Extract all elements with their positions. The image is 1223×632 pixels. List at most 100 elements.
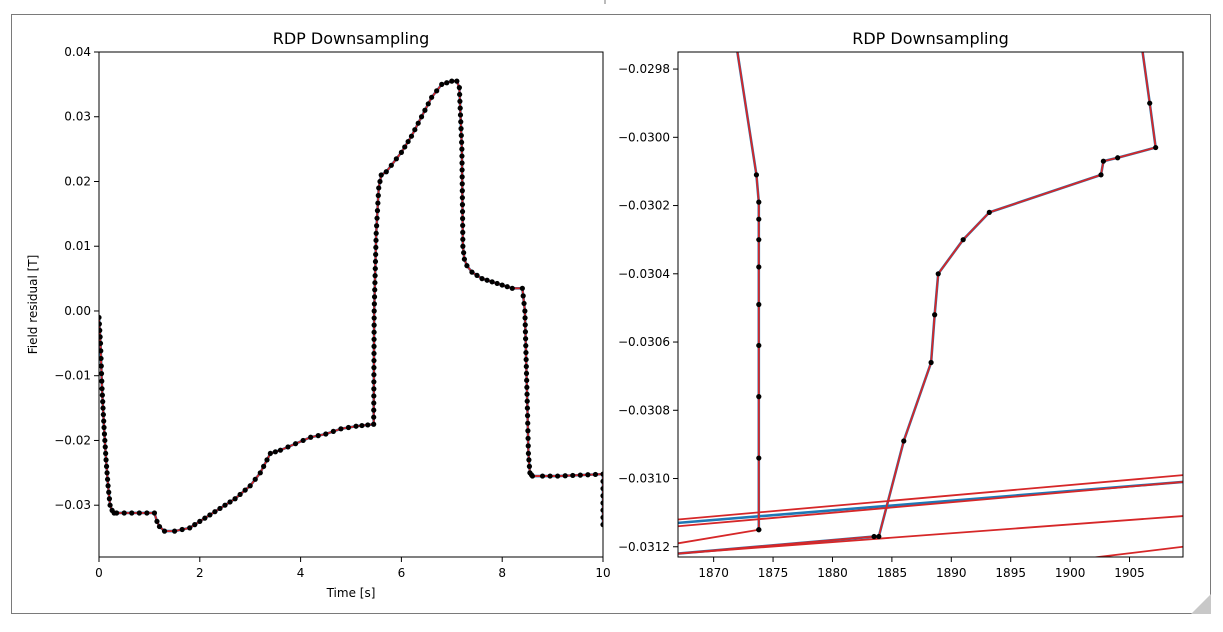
data-point-marker — [525, 428, 531, 434]
data-point-marker — [489, 279, 495, 285]
data-point-marker — [227, 499, 233, 505]
data-point-marker — [377, 178, 383, 185]
data-point-marker — [136, 510, 142, 516]
data-point-marker — [459, 153, 465, 159]
data-point-marker — [960, 237, 966, 243]
data-point-marker — [100, 411, 106, 418]
data-point-marker — [459, 174, 465, 180]
data-point-marker — [484, 277, 490, 283]
y-tick-label: −0.02 — [54, 433, 91, 447]
data-point-marker — [524, 405, 531, 411]
data-point-marker — [373, 244, 379, 251]
data-point-marker — [330, 428, 336, 434]
data-point-marker — [479, 276, 485, 282]
data-point-marker — [101, 418, 107, 424]
data-point-marker — [353, 423, 359, 429]
data-point-marker — [371, 393, 377, 399]
data-point-marker — [374, 208, 381, 214]
data-point-marker — [114, 510, 120, 516]
data-point-marker — [207, 512, 213, 518]
data-point-marker — [371, 350, 377, 357]
axes-frame — [98, 51, 604, 558]
data-point-marker — [539, 473, 546, 479]
data-point-marker — [422, 107, 428, 113]
data-point-marker — [99, 334, 103, 340]
data-point-marker — [444, 80, 450, 86]
data-point-marker — [371, 357, 377, 364]
data-point-marker — [460, 236, 466, 242]
data-point-marker — [212, 509, 218, 515]
data-point-marker — [376, 185, 382, 191]
data-point-marker — [308, 434, 314, 440]
data-point-marker — [524, 413, 531, 419]
data-point-marker — [1147, 100, 1153, 106]
y-tick-label: 0.02 — [64, 174, 91, 188]
resize-grip-icon[interactable] — [1191, 594, 1211, 614]
data-point-marker — [459, 188, 465, 194]
data-point-marker — [242, 487, 248, 493]
data-point-marker — [121, 510, 127, 516]
y-tick-label: −0.03 — [54, 498, 91, 512]
data-point-marker — [570, 472, 576, 479]
data-point-marker — [261, 463, 267, 469]
x-tick-label: 6 — [398, 566, 406, 580]
data-point-marker — [525, 450, 532, 457]
data-point-marker — [935, 271, 941, 277]
data-point-marker — [323, 431, 329, 437]
y-tick-label: −0.0306 — [618, 335, 670, 349]
data-point-marker — [600, 522, 603, 528]
data-point-marker — [1098, 172, 1104, 178]
data-point-marker — [600, 485, 603, 492]
data-point-marker — [901, 438, 907, 444]
data-point-marker — [405, 138, 411, 145]
data-point-marker — [499, 282, 505, 288]
data-point-marker — [756, 394, 762, 400]
y-tick-label: −0.0300 — [618, 130, 670, 144]
data-point-marker — [418, 114, 425, 120]
data-point-marker — [372, 287, 378, 293]
data-point-marker — [523, 343, 529, 349]
data-point-marker — [374, 223, 380, 229]
data-point-marker — [373, 237, 379, 243]
data-point-marker — [585, 472, 591, 478]
data-point-marker — [600, 514, 603, 521]
data-point-marker — [529, 473, 536, 479]
x-tick-label: 4 — [297, 566, 305, 580]
data-point-marker — [524, 391, 530, 397]
data-point-marker — [192, 522, 198, 528]
data-point-marker — [474, 272, 480, 278]
data-point-marker — [524, 377, 530, 383]
data-point-marker — [460, 229, 466, 235]
data-point-marker — [99, 363, 104, 369]
data-point-marker — [375, 192, 381, 199]
data-point-marker — [494, 280, 500, 287]
data-point-marker — [106, 489, 112, 495]
data-point-marker — [371, 365, 377, 371]
data-point-marker — [99, 386, 105, 392]
downsampled-series-line — [99, 80, 603, 532]
x-tick-label: 1900 — [1055, 566, 1086, 580]
data-point-marker — [101, 431, 108, 437]
data-point-marker — [1115, 155, 1121, 161]
data-point-marker — [105, 483, 111, 489]
y-tick-label: 0.00 — [64, 304, 91, 318]
data-point-marker — [592, 471, 599, 478]
data-point-marker — [156, 523, 163, 530]
data-point-marker — [526, 463, 533, 469]
data-point-marker — [522, 308, 528, 314]
data-point-marker — [459, 167, 465, 173]
downsampled-series-line — [1090, 545, 1183, 557]
data-point-marker — [756, 527, 762, 533]
data-point-marker — [378, 172, 384, 178]
data-point-marker — [99, 378, 105, 384]
data-point-marker — [151, 510, 158, 516]
data-point-marker — [457, 105, 463, 111]
y-tick-label: −0.0312 — [618, 540, 670, 554]
data-point-marker — [217, 505, 223, 512]
data-point-marker — [458, 119, 464, 125]
data-point-marker — [172, 528, 178, 534]
data-point-marker — [129, 510, 135, 516]
downsampled-series-line — [678, 481, 1183, 528]
data-point-marker — [459, 208, 466, 215]
x-tick-label: 8 — [498, 566, 506, 580]
